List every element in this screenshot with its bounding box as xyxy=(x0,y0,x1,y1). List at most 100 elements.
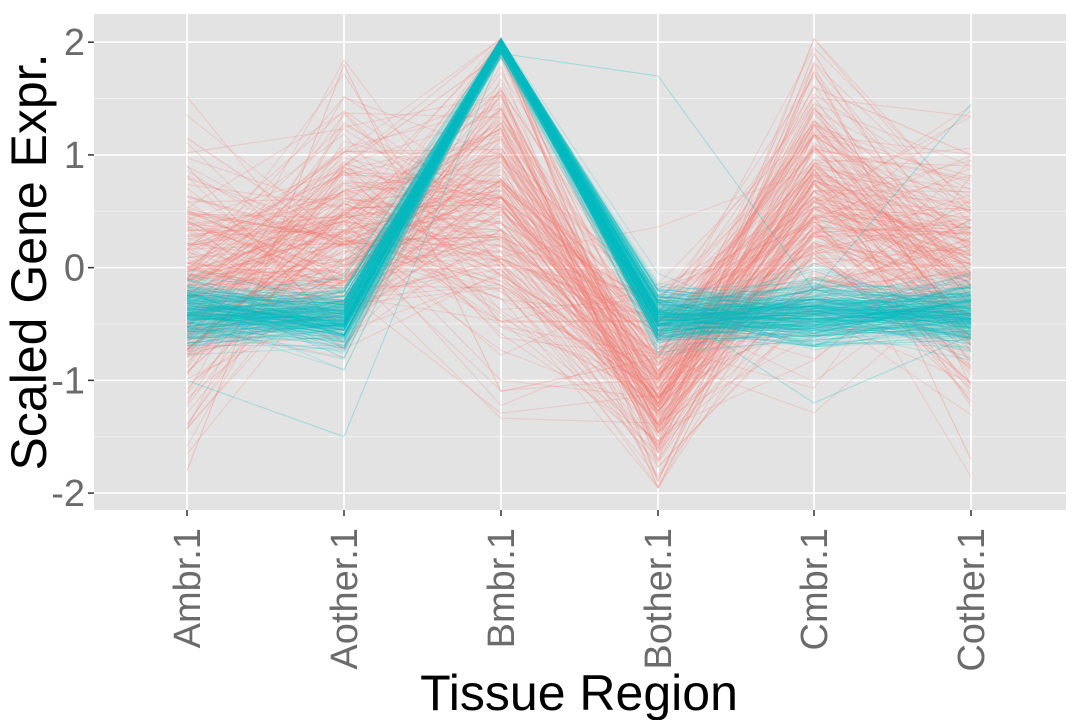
series-teal-line xyxy=(186,53,972,321)
series-red-line xyxy=(186,213,972,477)
series-teal-line xyxy=(186,49,972,330)
series-teal-line xyxy=(186,37,972,324)
series-red-line xyxy=(186,122,972,431)
series-teal-line xyxy=(186,48,972,334)
series-teal-line xyxy=(186,37,972,341)
series-teal-line xyxy=(186,43,972,340)
series-teal-line xyxy=(186,37,972,336)
series-red-line xyxy=(186,219,972,390)
series-teal-line xyxy=(186,45,972,316)
series-teal-line xyxy=(186,37,972,325)
series-red-line xyxy=(186,90,972,419)
series-red-line xyxy=(186,94,972,407)
series-red-line xyxy=(186,103,972,394)
series-teal-line xyxy=(186,37,972,340)
series-teal-line xyxy=(186,41,972,356)
series-teal-line xyxy=(186,39,972,327)
series-red-line xyxy=(186,155,972,364)
series-red-line xyxy=(186,128,972,359)
series-teal-line xyxy=(186,52,972,337)
series-red-line xyxy=(186,111,972,400)
series-teal-line xyxy=(186,37,972,325)
series-red-line xyxy=(186,219,972,399)
series-red-line xyxy=(186,112,972,416)
x-tick-label: Bmbr.1 xyxy=(481,528,523,648)
series-teal-line xyxy=(186,37,972,344)
series-red-line xyxy=(186,159,972,392)
series-teal-line xyxy=(186,50,972,349)
series-teal-line xyxy=(186,37,972,331)
series-teal-line xyxy=(186,37,972,334)
series-teal-line xyxy=(186,40,972,338)
series-teal-line xyxy=(186,42,972,341)
series-red-line xyxy=(186,175,972,389)
series-teal-line xyxy=(186,38,972,314)
series-red-line xyxy=(186,185,972,381)
series-red-line xyxy=(186,134,972,316)
series-red-line xyxy=(186,95,972,389)
series-red-line xyxy=(186,170,972,451)
series-red-line xyxy=(186,93,972,463)
series-teal-line xyxy=(186,37,972,338)
series-teal-line xyxy=(186,37,972,328)
series-red-line xyxy=(186,221,972,334)
series-teal-line xyxy=(186,37,972,306)
series-teal-line xyxy=(186,37,972,327)
series-red-line xyxy=(186,144,972,406)
series-red-line xyxy=(186,84,972,405)
series-red-line xyxy=(186,180,972,404)
series-red-line xyxy=(186,37,972,418)
series-red-line xyxy=(186,130,972,390)
series-red-line xyxy=(186,149,972,324)
series-red-line xyxy=(186,37,972,444)
series-teal-line xyxy=(186,44,972,318)
series-teal-line xyxy=(186,43,972,328)
series-teal-line xyxy=(186,47,972,332)
series-red-line xyxy=(186,120,972,340)
series-teal-line xyxy=(186,37,972,331)
series-red-line xyxy=(186,129,972,489)
series-red-line xyxy=(186,179,972,489)
series-teal-line xyxy=(186,42,972,359)
series-red-line xyxy=(186,207,972,414)
series-teal-line xyxy=(186,42,972,327)
series-red-line xyxy=(186,225,972,426)
series-red-line-example xyxy=(186,52,972,450)
series-red-line xyxy=(186,176,972,399)
series-red-line xyxy=(186,229,972,465)
series-teal-line xyxy=(186,50,972,331)
series-red-line xyxy=(186,170,972,368)
series-red-line xyxy=(186,138,972,340)
series-teal-line xyxy=(186,39,972,338)
series-red-line xyxy=(186,115,972,408)
series-teal-line xyxy=(186,37,972,347)
series-red-line xyxy=(186,242,972,453)
series-teal-line xyxy=(186,37,972,338)
series-red-line xyxy=(186,71,972,328)
series-teal-line xyxy=(186,46,972,332)
series-teal-line xyxy=(186,45,972,339)
series-red-line xyxy=(186,182,972,426)
series-red-line xyxy=(186,203,972,371)
series-red-line xyxy=(186,75,972,350)
series-red-line xyxy=(186,200,972,399)
series-red-line xyxy=(186,107,972,380)
series-red-line xyxy=(186,182,972,382)
series-teal-line xyxy=(186,44,972,325)
series-teal-line xyxy=(186,45,972,337)
series-teal-line xyxy=(186,41,972,311)
series-teal-line xyxy=(186,37,972,325)
series-teal-line xyxy=(186,47,972,313)
series-teal-line xyxy=(186,44,972,344)
series-red-line xyxy=(186,136,972,407)
series-red-line xyxy=(186,71,972,381)
series-teal-line xyxy=(186,39,972,336)
x-tick-label: Aother.1 xyxy=(324,528,366,670)
series-teal-line xyxy=(186,51,972,329)
series-red-line xyxy=(186,211,972,363)
series-teal-line xyxy=(186,49,972,337)
series-red-line xyxy=(186,162,972,424)
series-red-line xyxy=(186,229,972,342)
